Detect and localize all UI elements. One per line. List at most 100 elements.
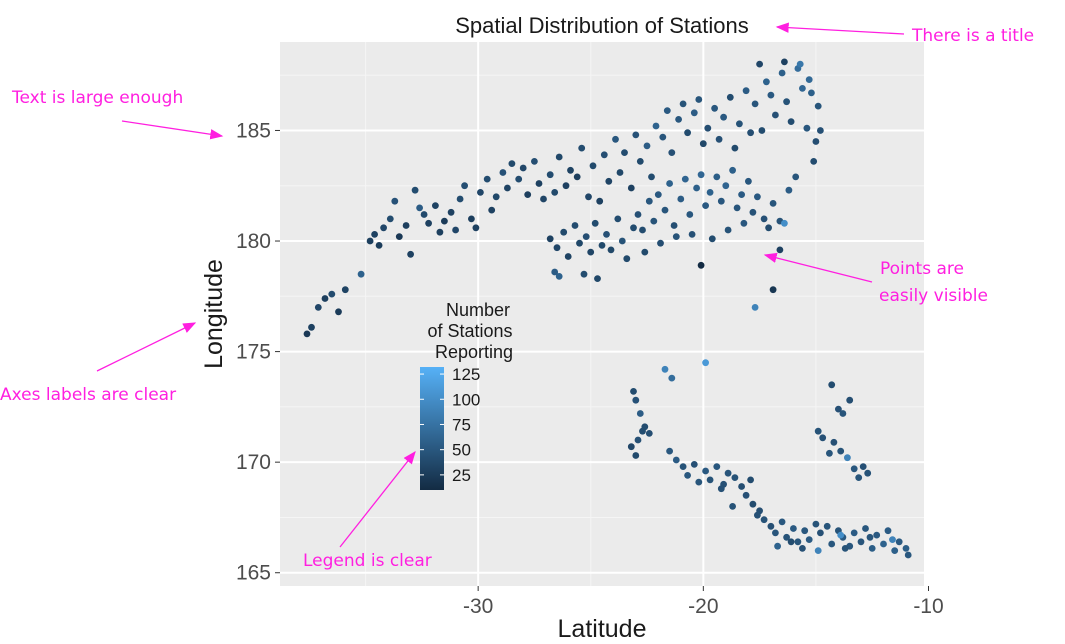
- data-point: [504, 184, 511, 192]
- data-point: [880, 540, 887, 548]
- data-point: [634, 211, 642, 218]
- data-point: [781, 219, 788, 227]
- data-point: [760, 215, 768, 223]
- data-point: [850, 529, 858, 537]
- data-point: [492, 193, 500, 201]
- data-point: [756, 60, 763, 68]
- data-point: [695, 478, 703, 486]
- data-point: [546, 235, 554, 243]
- data-point: [675, 116, 682, 123]
- data-point: [747, 476, 754, 484]
- data-point: [567, 166, 574, 174]
- data-point: [720, 113, 727, 121]
- data-point: [540, 195, 547, 203]
- data-point: [670, 222, 678, 229]
- data-point: [787, 538, 795, 546]
- data-point: [328, 290, 336, 298]
- data-point: [884, 527, 892, 535]
- data-point: [668, 374, 676, 382]
- data-point: [803, 124, 811, 132]
- data-point: [632, 396, 640, 404]
- data-point: [641, 248, 649, 256]
- data-point: [341, 286, 349, 294]
- axes: -30 -20 -10 165 170 175 180 185: [236, 119, 944, 618]
- legend-label: 75: [452, 415, 471, 434]
- y-axis-title: Longitude: [200, 259, 228, 369]
- data-point: [706, 189, 714, 196]
- data-point: [702, 202, 709, 210]
- data-point: [837, 447, 845, 455]
- data-point: [686, 211, 694, 218]
- data-point: [704, 124, 712, 132]
- data-point: [636, 158, 644, 165]
- data-point: [760, 516, 768, 524]
- data-point: [508, 160, 516, 168]
- data-point: [623, 255, 631, 263]
- data-point: [740, 219, 748, 227]
- data-point: [702, 359, 709, 367]
- data-point: [763, 78, 770, 86]
- data-point: [731, 144, 739, 152]
- data-point: [585, 193, 592, 201]
- legend-label: 100: [452, 390, 480, 409]
- data-point: [652, 122, 660, 130]
- data-point: [826, 449, 833, 457]
- data-point: [591, 219, 599, 227]
- data-point: [562, 182, 570, 190]
- legend-label: 50: [452, 441, 471, 460]
- x-tick-label: -20: [688, 595, 718, 618]
- data-point: [515, 175, 523, 183]
- data-point: [801, 527, 809, 535]
- data-point: [904, 551, 912, 559]
- legend: Number of Stations Reporting 125 100 75 50 2…: [420, 300, 513, 490]
- data-point: [724, 226, 732, 234]
- data-point: [436, 228, 444, 236]
- data-point: [411, 186, 419, 194]
- data-point: [416, 204, 423, 212]
- data-point: [605, 177, 613, 185]
- data-point: [767, 91, 775, 99]
- data-point: [603, 231, 610, 238]
- y-tick-label: 170: [236, 451, 271, 474]
- data-point: [706, 476, 714, 484]
- data-point: [447, 208, 455, 216]
- data-point: [717, 485, 725, 493]
- data-point: [672, 233, 680, 241]
- data-point: [729, 503, 736, 510]
- data-point: [715, 135, 723, 143]
- data-point: [742, 87, 750, 95]
- data-point: [751, 100, 759, 108]
- data-point: [573, 173, 581, 181]
- data-point: [844, 454, 851, 462]
- data-point: [519, 164, 527, 172]
- data-point: [666, 180, 673, 187]
- data-point: [808, 89, 815, 97]
- data-point: [648, 173, 655, 181]
- data-point: [627, 443, 635, 451]
- title-note-arrow: [775, 22, 905, 35]
- data-point: [645, 197, 653, 205]
- data-point: [799, 545, 806, 552]
- data-point: [560, 228, 568, 236]
- data-point: [695, 96, 703, 103]
- data-point: [783, 533, 790, 541]
- data-point: [805, 536, 813, 543]
- data-point: [817, 127, 824, 134]
- data-point: [891, 547, 899, 554]
- data-point: [535, 180, 543, 187]
- data-point: [754, 511, 761, 519]
- data-point: [612, 135, 619, 143]
- data-point: [711, 104, 718, 112]
- data-point: [654, 191, 662, 199]
- data-point: [787, 118, 795, 125]
- data-point: [679, 100, 687, 108]
- data-point: [634, 436, 642, 444]
- data-point: [769, 286, 777, 294]
- chart-title: Spatial Distribution of Stations: [455, 13, 749, 38]
- x-tick-label: -10: [913, 595, 943, 618]
- data-point: [738, 191, 745, 199]
- data-point: [483, 175, 491, 183]
- data-point: [873, 531, 881, 539]
- data-point: [587, 248, 595, 256]
- data-point: [564, 253, 572, 260]
